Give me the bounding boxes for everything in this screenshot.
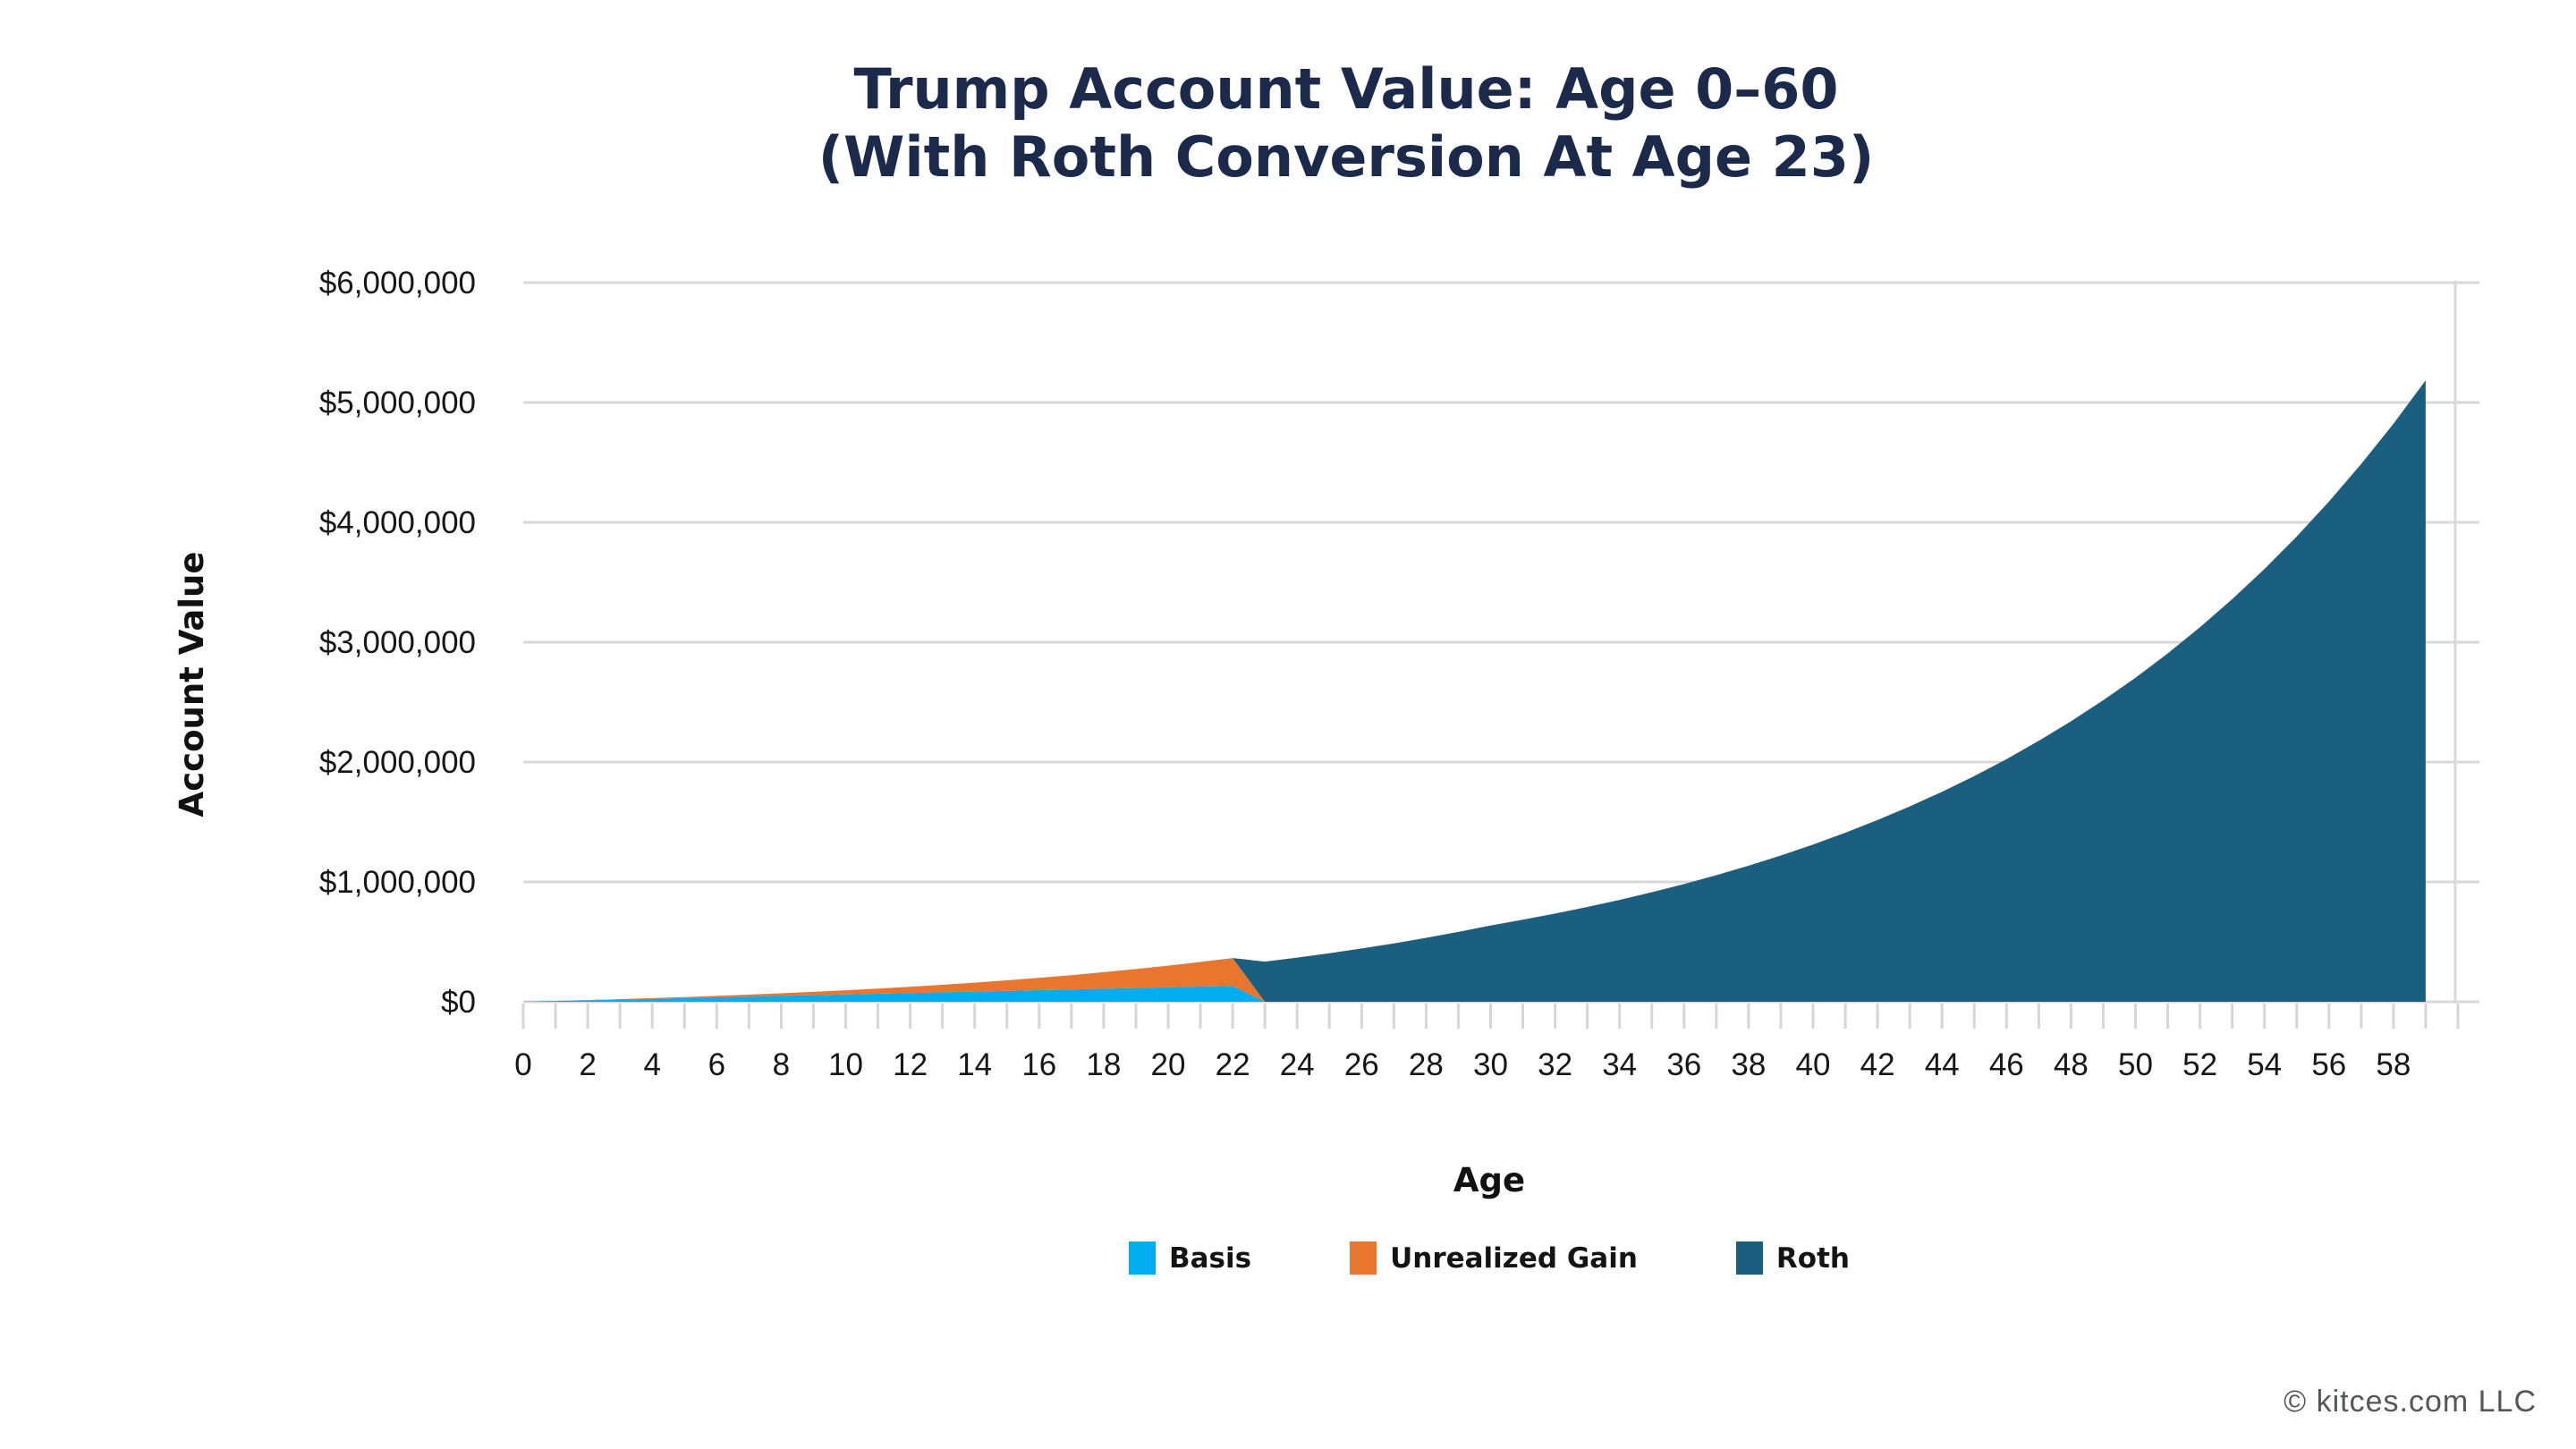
x-tick-label: 6 (708, 1047, 725, 1082)
y-tick-label: $5,000,000 (319, 386, 476, 420)
x-tick-label: 16 (1021, 1047, 1056, 1082)
x-axis-title: Age (1453, 1161, 1526, 1199)
x-tick-label: 0 (514, 1047, 531, 1082)
y-tick-label: $4,000,000 (319, 505, 476, 540)
x-tick-label: 8 (773, 1047, 790, 1082)
y-tick-label: $6,000,000 (319, 266, 476, 301)
x-tick-label: 48 (2054, 1047, 2089, 1082)
legend-item-roth: Roth (1735, 1241, 1850, 1275)
chart-title: Trump Account Value: Age 0–60 (With Roth… (116, 55, 2576, 191)
y-tick-label: $2,000,000 (319, 745, 476, 780)
x-tick-label: 20 (1151, 1047, 1186, 1082)
x-tick-label: 50 (2118, 1047, 2153, 1082)
x-tick-label: 44 (1925, 1047, 1960, 1082)
x-tick-label: 42 (1860, 1047, 1895, 1082)
x-tick-label: 56 (2311, 1047, 2346, 1082)
x-tick-label: 54 (2247, 1047, 2282, 1082)
x-tick-label: 10 (828, 1047, 863, 1082)
legend-item-unrealized-gain: Unrealized Gain (1350, 1241, 1638, 1275)
area-roth (523, 380, 2426, 1002)
y-tick-label: $3,000,000 (319, 625, 476, 660)
area-unrealized-gain (523, 958, 2426, 1002)
x-tick-label: 38 (1731, 1047, 1766, 1082)
x-tick-label: 26 (1344, 1047, 1379, 1082)
chart-title-line2: (With Roth Conversion At Age 23) (818, 124, 1875, 190)
x-tick-label: 46 (1989, 1047, 2024, 1082)
x-tick-label: 58 (2376, 1047, 2411, 1082)
legend-swatch-unrealized-gain (1350, 1241, 1377, 1275)
chart-title-line1: Trump Account Value: Age 0–60 (853, 56, 1839, 122)
area-basis (523, 986, 2426, 1002)
x-tick-label: 24 (1280, 1047, 1315, 1082)
x-tick-label: 2 (579, 1047, 596, 1082)
legend-label-unrealized-gain: Unrealized Gain (1390, 1241, 1638, 1275)
x-tick-label: 14 (957, 1047, 992, 1082)
x-tick-label: 18 (1086, 1047, 1121, 1082)
x-tick-label: 32 (1538, 1047, 1572, 1082)
x-tick-label: 30 (1473, 1047, 1508, 1082)
y-tick-label: $1,000,000 (319, 865, 476, 900)
y-tick-label: $0 (441, 985, 476, 1020)
x-tick-label: 4 (643, 1047, 660, 1082)
legend-swatch-basis (1129, 1241, 1156, 1275)
x-tick-label: 34 (1602, 1047, 1637, 1082)
x-tick-label: 12 (893, 1047, 928, 1082)
footer-credit: © kitces.com LLC (2284, 1385, 2537, 1419)
x-tick-label: 22 (1216, 1047, 1250, 1082)
legend-label-roth: Roth (1775, 1241, 1850, 1275)
legend-label-basis: Basis (1169, 1241, 1252, 1275)
x-tick-label: 36 (1666, 1047, 1701, 1082)
legend: Basis Unrealized Gain Roth (523, 1241, 2455, 1275)
x-tick-label: 52 (2182, 1047, 2217, 1082)
legend-swatch-roth (1735, 1241, 1763, 1275)
x-tick-label: 28 (1409, 1047, 1444, 1082)
x-tick-label: 40 (1796, 1047, 1831, 1082)
legend-item-basis: Basis (1129, 1241, 1251, 1275)
